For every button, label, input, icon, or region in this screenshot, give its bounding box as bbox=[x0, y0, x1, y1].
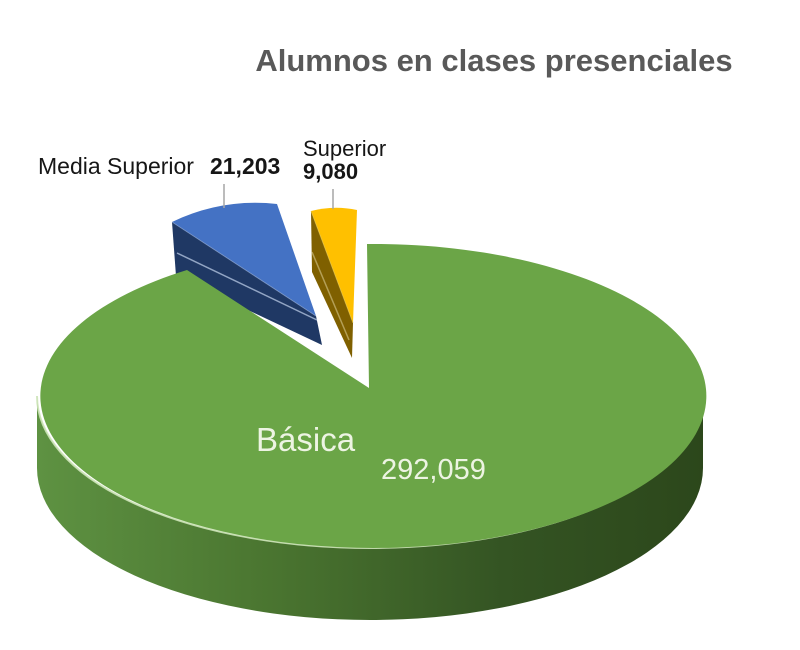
slice-media-superior-side[interactable] bbox=[172, 222, 322, 345]
label-media-superior-name: Media Superior bbox=[38, 153, 194, 179]
label-basica-name: Básica bbox=[256, 421, 356, 458]
label-superior-value: 9,080 bbox=[303, 159, 359, 184]
label-superior-name: Superior bbox=[303, 136, 387, 161]
slice-superior-side-highlight bbox=[311, 251, 350, 341]
slice-basica-top[interactable] bbox=[40, 243, 707, 548]
label-basica-value: 292,059 bbox=[381, 454, 486, 486]
label-media-superior-value: 21,203 bbox=[209, 153, 281, 179]
slice-media-superior-top[interactable] bbox=[172, 202, 316, 316]
slice-superior-side[interactable] bbox=[311, 211, 353, 358]
label-superior: Superior 9,080 bbox=[303, 137, 386, 183]
slice-superior-top[interactable] bbox=[311, 207, 357, 323]
label-media-superior: Media Superior 21,203 bbox=[38, 153, 280, 180]
chart-title: Alumnos en clases presenciales bbox=[255, 43, 733, 78]
slice-media-superior-edge bbox=[171, 221, 317, 317]
slice-basica-side[interactable] bbox=[37, 396, 703, 620]
slice-media-superior-side-highlight bbox=[176, 252, 318, 321]
slice-superior-edge bbox=[310, 210, 354, 324]
